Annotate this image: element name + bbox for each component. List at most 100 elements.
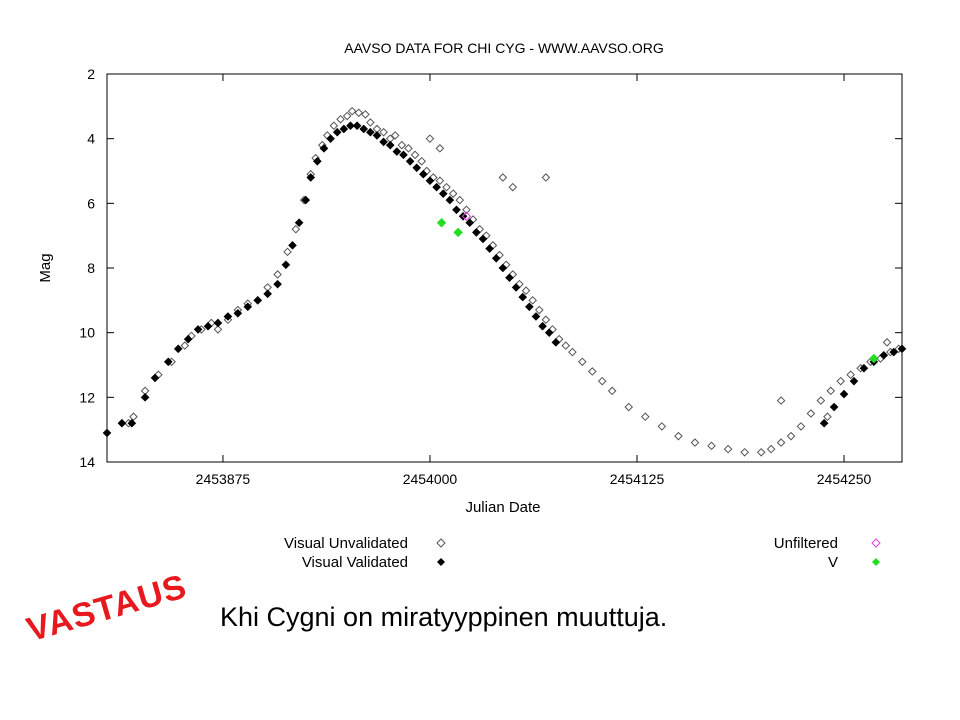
data-point (849, 376, 859, 386)
y-tick-label: 10 (79, 325, 95, 341)
data-point (392, 147, 402, 156)
data-point (336, 114, 345, 124)
chart-title: AAVSO DATA FOR CHI CYG - WWW.AAVSO.ORG (344, 40, 663, 56)
caption-text: Khi Cygni on miratyyppinen muuttuja. (220, 602, 668, 632)
legend-label-visual-validated: Visual Validated (302, 554, 408, 571)
data-point (531, 312, 541, 321)
data-point (326, 134, 335, 143)
data-point (412, 163, 422, 173)
data-point (796, 422, 806, 431)
data-point (291, 224, 301, 234)
x-tick-label: 2454250 (817, 471, 872, 487)
data-point (140, 393, 150, 402)
data-point (397, 140, 407, 150)
data-point (740, 447, 749, 457)
legend-label-unfiltered: Unfiltered (774, 535, 838, 552)
y-tick-label: 2 (87, 66, 95, 82)
data-point (776, 396, 786, 405)
data-point (766, 444, 776, 454)
data-point (521, 286, 531, 295)
y-tick-label: 4 (87, 131, 95, 147)
data-point (306, 173, 316, 182)
data-point (435, 176, 445, 186)
legend-marker-visual-validated (437, 558, 445, 566)
data-point (538, 321, 547, 331)
legend-label-v: V (828, 554, 838, 571)
x-axis-label: Julian Date (465, 499, 540, 516)
data-point (541, 315, 551, 325)
data-point (498, 173, 508, 182)
data-point (472, 228, 481, 237)
data-point (806, 409, 816, 418)
data-point (366, 118, 375, 127)
data-point (117, 418, 127, 428)
data-point (425, 134, 435, 143)
y-tick-label: 14 (79, 454, 95, 470)
data-point (823, 412, 832, 422)
data-point (313, 156, 322, 166)
data-point (657, 422, 667, 431)
data-point (361, 110, 370, 119)
data-point (332, 127, 342, 137)
legend-marker-visual-unvalidated (436, 538, 446, 548)
y-axis-label: Mag (37, 253, 54, 282)
data-point (438, 189, 448, 198)
data-point (442, 182, 451, 192)
data-point (372, 131, 382, 140)
data-point (173, 344, 183, 354)
data-point (354, 108, 364, 118)
data-point (347, 106, 357, 116)
data-point (882, 338, 892, 347)
data-point (826, 386, 836, 396)
data-point (478, 234, 488, 244)
data-point (889, 347, 899, 357)
data-point (233, 308, 243, 318)
data-point (455, 195, 465, 205)
data-point (723, 444, 733, 454)
data-point (846, 370, 855, 380)
data-point (707, 441, 716, 451)
data-point (150, 373, 160, 383)
data-point (561, 341, 571, 350)
data-point (213, 325, 223, 334)
data-point (445, 195, 455, 205)
data-point (607, 386, 617, 396)
data-point (390, 131, 400, 140)
data-point (525, 302, 534, 312)
data-point (273, 270, 282, 279)
data-point (342, 111, 352, 121)
data-point (359, 124, 369, 134)
data-point (243, 302, 253, 312)
data-point (405, 156, 415, 166)
data-point (213, 318, 223, 328)
data-point (578, 357, 587, 367)
data-point (568, 347, 577, 357)
series-v (436, 218, 879, 364)
data-point (410, 150, 420, 160)
y-tick-label: 6 (87, 195, 95, 211)
data-point (452, 205, 461, 215)
data-point (385, 140, 395, 150)
data-point (183, 334, 193, 344)
data-point (461, 211, 472, 221)
data-point (836, 376, 846, 386)
data-point (288, 241, 297, 250)
data-point (640, 412, 650, 422)
data-point (294, 218, 304, 228)
data-point (544, 328, 554, 337)
x-tick-label: 2453875 (196, 471, 251, 487)
data-point (339, 124, 349, 134)
x-tick-label: 2454125 (610, 471, 665, 487)
data-point (511, 283, 521, 292)
data-point (419, 169, 428, 179)
series-unfiltered (461, 211, 472, 221)
data-point (163, 357, 173, 367)
data-point (203, 321, 213, 331)
data-point (329, 121, 339, 131)
data-point (587, 367, 597, 376)
data-point (776, 438, 786, 447)
y-tick-label: 12 (79, 389, 95, 405)
data-point (319, 144, 329, 153)
data-point (435, 144, 445, 153)
